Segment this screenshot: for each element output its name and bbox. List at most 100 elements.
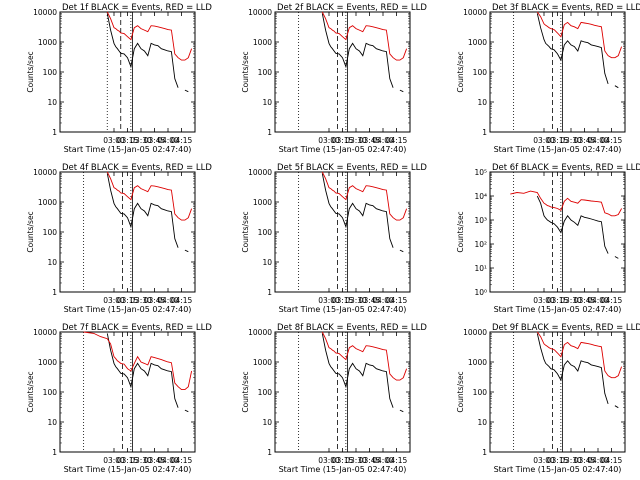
x-tick-label: 04:00 <box>157 296 179 305</box>
x-tick-label: 03:15 <box>332 296 354 305</box>
events-series-line <box>106 173 189 253</box>
x-tick-label: 03:15 <box>117 456 139 465</box>
x-tick-label: 03:00 <box>533 296 555 305</box>
lld-series-line <box>536 331 623 379</box>
x-tick-label: 03:30 <box>560 136 582 145</box>
chart-panel: Det 5f BLACK = Events, RED = LLD 1 10 100 10… <box>241 163 427 314</box>
y-tick-label: 10 <box>47 98 57 107</box>
y-tick-label: 10000 <box>33 328 57 337</box>
events-series-line <box>321 333 404 413</box>
y-tick-label: 10 <box>477 418 487 427</box>
y-tick-label: 1000 <box>253 38 272 47</box>
x-tick-label: 04:15 <box>386 296 408 305</box>
x-tick-label: 03:45 <box>359 456 381 465</box>
y-tick-label: 10000 <box>463 8 487 17</box>
y-tick-label: 1 <box>52 448 57 457</box>
y-tick-label: 100 <box>473 388 488 397</box>
chart-title: Det 4f BLACK = Events, RED = LLD <box>62 163 212 173</box>
y-tick-label: 1000 <box>253 358 272 367</box>
chart-title: Det 5f BLACK = Events, RED = LLD <box>277 163 427 173</box>
x-tick-label: 04:15 <box>386 136 408 145</box>
x-axis-label: Start Time (15-Jan-05 02:47:40) <box>494 145 622 154</box>
x-tick-label: 04:15 <box>171 136 193 145</box>
lld-series-line <box>106 171 193 221</box>
y-tick-label: 100 <box>258 68 273 77</box>
y-tick-label: 1 <box>482 128 487 137</box>
chart-title: Det 3f BLACK = Events, RED = LLD <box>492 3 640 13</box>
y-tick-label: 10 <box>47 418 57 427</box>
lld-series-line <box>536 11 623 59</box>
x-tick-label: 03:15 <box>547 456 569 465</box>
chart-panel: Det 4f BLACK = Events, RED = LLD 1 10 100 10… <box>26 163 212 314</box>
chart-panel: Det 9f BLACK = Events, RED = LLD 1 10 100 10… <box>456 323 640 474</box>
y-tick-label: 10000 <box>248 328 272 337</box>
x-axis-label: Start Time (15-Jan-05 02:47:40) <box>64 145 192 154</box>
lld-series-line <box>321 11 408 61</box>
y-axis-label: Counts/sec <box>241 211 250 252</box>
y-tick-label: 100 <box>43 68 58 77</box>
chart-panel: Det 6f BLACK = Events, RED = LLD 10⁰ 10¹ 10… <box>456 163 640 314</box>
y-tick-label: 10² <box>474 240 487 249</box>
y-tick-label: 1 <box>482 448 487 457</box>
y-tick-label: 1 <box>267 288 272 297</box>
chart-title: Det 6f BLACK = Events, RED = LLD <box>492 163 640 173</box>
y-tick-label: 10⁵ <box>474 168 487 177</box>
x-tick-label: 04:15 <box>601 296 623 305</box>
x-tick-label: 04:15 <box>601 136 623 145</box>
plot-frame <box>274 171 411 293</box>
x-tick-label: 03:00 <box>103 136 125 145</box>
lld-series-line <box>321 331 408 381</box>
x-tick-label: 04:00 <box>372 136 394 145</box>
events-series-line <box>106 333 189 413</box>
y-tick-label: 10000 <box>463 328 487 337</box>
events-series-line <box>106 13 189 93</box>
x-tick-label: 03:45 <box>144 296 166 305</box>
y-axis-label: Counts/sec <box>26 51 35 92</box>
lld-series-line <box>106 11 193 61</box>
x-axis-label: Start Time (15-Jan-05 02:47:40) <box>494 305 622 314</box>
x-tick-label: 03:30 <box>130 296 152 305</box>
x-tick-label: 03:45 <box>574 296 596 305</box>
events-series-line <box>321 173 404 253</box>
x-tick-label: 03:00 <box>103 296 125 305</box>
events-series-line <box>536 13 619 89</box>
chart-panel: Det 2f BLACK = Events, RED = LLD 1 10 100 10… <box>241 3 427 154</box>
y-tick-label: 1000 <box>38 38 57 47</box>
x-tick-label: 03:45 <box>359 296 381 305</box>
x-tick-label: 04:15 <box>386 456 408 465</box>
lld-series-line <box>83 331 193 391</box>
y-axis-label: Counts/sec <box>26 371 35 412</box>
lld-series-line <box>510 190 622 217</box>
x-axis-label: Start Time (15-Jan-05 02:47:40) <box>64 305 192 314</box>
events-series-line <box>321 13 404 93</box>
y-axis-label: Counts/sec <box>241 51 250 92</box>
x-axis-label: Start Time (15-Jan-05 02:47:40) <box>279 145 407 154</box>
chart-title: Det 8f BLACK = Events, RED = LLD <box>277 323 427 333</box>
y-tick-label: 1000 <box>468 358 487 367</box>
x-tick-label: 03:15 <box>547 296 569 305</box>
x-tick-label: 04:00 <box>587 296 609 305</box>
y-tick-label: 10 <box>47 258 57 267</box>
x-tick-label: 03:45 <box>574 136 596 145</box>
x-tick-label: 03:45 <box>574 456 596 465</box>
events-series-line <box>536 333 619 409</box>
x-axis-label: Start Time (15-Jan-05 02:47:40) <box>64 465 192 474</box>
x-tick-label: 04:00 <box>587 136 609 145</box>
y-tick-label: 1000 <box>38 198 57 207</box>
y-tick-label: 1000 <box>253 198 272 207</box>
y-tick-label: 10 <box>262 258 272 267</box>
y-axis-label: Counts/sec <box>241 371 250 412</box>
plot-frame <box>274 11 411 133</box>
y-tick-label: 1000 <box>468 38 487 47</box>
x-tick-label: 04:15 <box>171 456 193 465</box>
x-tick-label: 04:00 <box>372 296 394 305</box>
x-tick-label: 03:30 <box>560 296 582 305</box>
y-tick-label: 10000 <box>248 8 272 17</box>
y-tick-label: 10000 <box>33 8 57 17</box>
x-tick-label: 03:30 <box>345 296 367 305</box>
y-tick-label: 10000 <box>248 168 272 177</box>
x-tick-label: 03:45 <box>359 136 381 145</box>
x-tick-label: 03:45 <box>144 456 166 465</box>
y-axis-label: Counts/sec <box>26 211 35 252</box>
